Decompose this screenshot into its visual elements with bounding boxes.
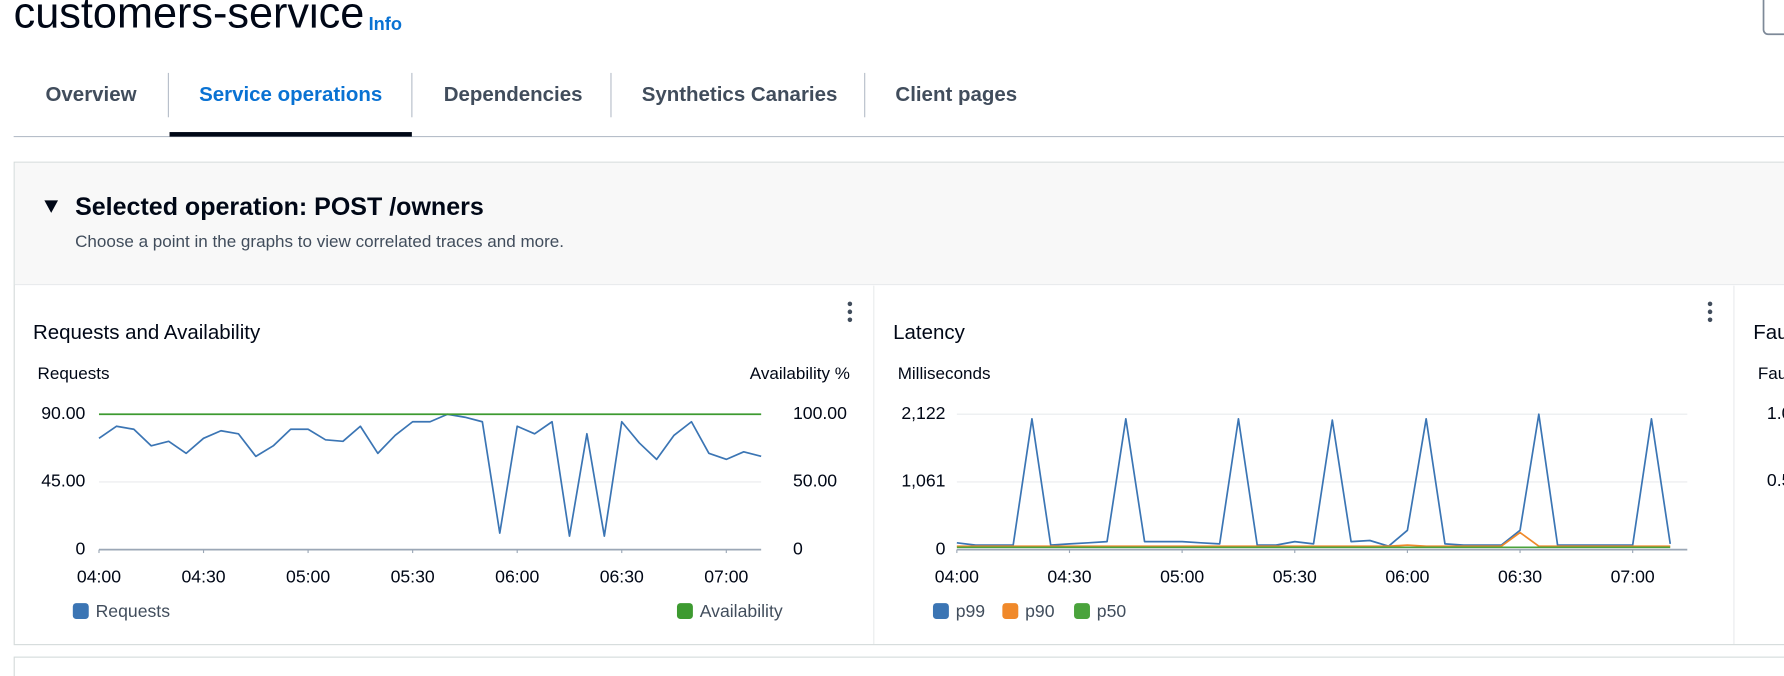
chart-title: Latency — [893, 321, 965, 344]
x-tick-label: 04:00 — [77, 567, 121, 587]
tab[interactable]: Client pages — [895, 83, 1017, 106]
x-tick-label: 06:30 — [1498, 567, 1542, 587]
kebab-dot[interactable] — [1707, 309, 1713, 315]
y2-axis-label: Availability % — [750, 364, 850, 383]
y-tick-label: 0 — [76, 538, 86, 558]
kebab-dot[interactable] — [1707, 317, 1713, 323]
x-tick-label: 04:30 — [1047, 567, 1091, 587]
legend-label[interactable]: p90 — [1025, 601, 1055, 621]
y-axis-label: Requests — [38, 364, 110, 383]
x-tick-label: 07:00 — [704, 567, 748, 587]
kebab-dot[interactable] — [847, 317, 853, 323]
x-tick-label: 07:00 — [1611, 567, 1655, 587]
tabs: Overview Service operations Dependencies Sy… — [46, 72, 1017, 137]
x-tick-label: 05:30 — [1273, 567, 1317, 587]
series-line — [956, 413, 1672, 548]
legend-label[interactable]: Requests — [96, 601, 171, 621]
x-tick-label: 05:00 — [1160, 567, 1204, 587]
y-tick-label: 1,061 — [901, 471, 945, 491]
kebab-dot[interactable] — [847, 301, 853, 307]
next-panel — [13, 656, 1784, 676]
tab[interactable]: Synthetics Canaries — [642, 83, 838, 106]
corner-button[interactable] — [1762, 0, 1784, 36]
panel-subtitle: Choose a point in the graphs to view cor… — [75, 232, 564, 251]
series-line — [98, 413, 762, 537]
x-tick-label: 04:30 — [181, 567, 225, 587]
kebab-dot[interactable] — [1707, 301, 1713, 307]
legend-swatch[interactable] — [676, 603, 693, 620]
series-line — [956, 531, 1671, 548]
y-tick-label: 90.00 — [41, 403, 85, 423]
page-title: customers-service — [14, 0, 365, 37]
x-tick-label: 04:00 — [935, 567, 979, 587]
legend-swatch[interactable] — [72, 603, 89, 620]
y-axis-label: Milliseconds — [898, 364, 991, 383]
y-tick-label: 0 — [936, 538, 946, 558]
legend-swatch[interactable] — [1002, 603, 1019, 620]
y-tick-label: 2,122 — [901, 403, 945, 423]
y2-tick-label: 100.00 — [793, 403, 847, 423]
x-tick-label: 06:00 — [1385, 567, 1429, 587]
chart-title: Requests and Availability — [33, 321, 261, 344]
partial-tick: 1.0 — [1767, 403, 1784, 423]
panel-title: Selected operation: POST /owners — [75, 193, 484, 221]
tab[interactable]: Service operations — [199, 83, 382, 106]
active-tab-indicator — [169, 132, 412, 137]
legend-label[interactable]: Availability — [700, 601, 783, 621]
y-tick-label: 45.00 — [41, 471, 85, 491]
info-link[interactable]: Info — [369, 14, 402, 34]
x-tick-label: 06:00 — [495, 567, 539, 587]
collapse-toggle[interactable] — [44, 200, 59, 213]
tab[interactable]: Overview — [46, 83, 137, 106]
partial-axis-label: Fau — [1758, 364, 1784, 383]
y2-tick-label: 50.00 — [793, 471, 837, 491]
x-tick-label: 05:00 — [286, 567, 330, 587]
x-tick-label: 06:30 — [600, 567, 644, 587]
x-tick-label: 05:30 — [391, 567, 435, 587]
legend-label[interactable]: p99 — [956, 601, 985, 621]
partial-chart-title: Fau — [1753, 321, 1784, 344]
partial-tick: 0.5 — [1767, 470, 1784, 490]
y2-tick-label: 0 — [793, 538, 803, 558]
legend-label[interactable]: p50 — [1097, 601, 1127, 621]
panel-header — [14, 162, 1784, 285]
legend-swatch[interactable] — [932, 603, 949, 620]
legend-swatch[interactable] — [1074, 603, 1090, 620]
kebab-dot[interactable] — [847, 309, 853, 315]
tab[interactable]: Dependencies — [444, 83, 583, 106]
